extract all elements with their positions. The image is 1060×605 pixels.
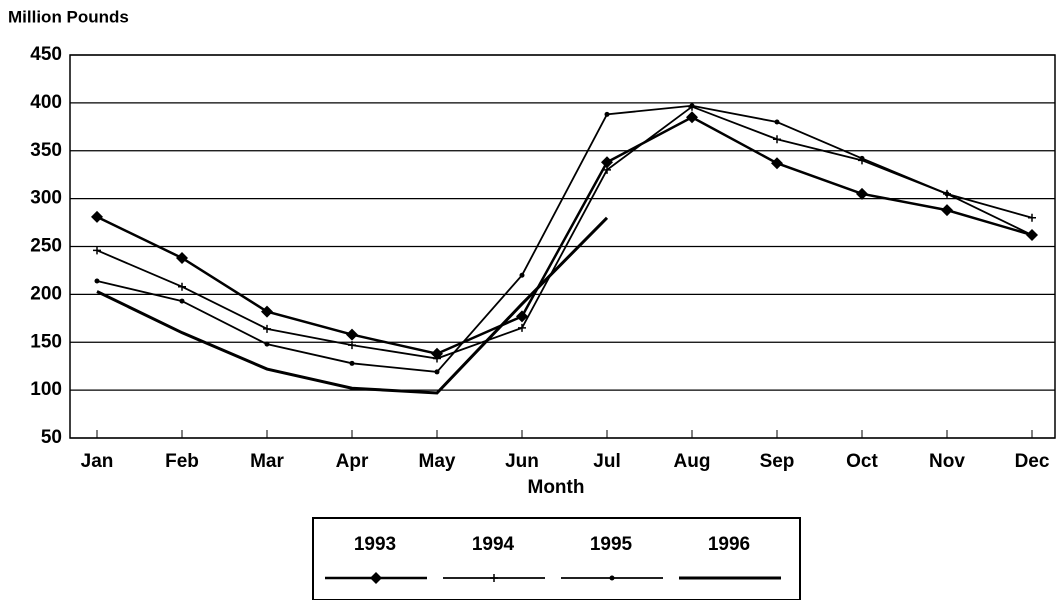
point <box>603 165 611 174</box>
series-line <box>96 115 1033 356</box>
point <box>433 354 441 363</box>
x-tick-label: Apr <box>336 451 369 472</box>
point <box>941 204 953 217</box>
point <box>609 575 615 581</box>
point <box>176 251 188 264</box>
y-tick-label: 300 <box>30 188 62 209</box>
point <box>519 272 525 278</box>
x-tick-label: Nov <box>929 451 965 472</box>
series-line <box>96 104 1033 373</box>
point <box>348 341 356 350</box>
point <box>434 369 440 375</box>
x-tick-label: Sep <box>760 451 795 472</box>
x-axis-label: Month <box>528 477 585 498</box>
x-tick-label: Jun <box>505 451 539 472</box>
x-tick-label: Oct <box>846 451 878 472</box>
legend-label: 1994 <box>472 534 515 555</box>
series-line <box>96 105 1033 360</box>
y-tick-label: 450 <box>30 44 62 65</box>
point <box>264 341 270 347</box>
point <box>518 323 526 332</box>
y-tick-label: 200 <box>30 283 62 304</box>
point <box>349 360 355 366</box>
point <box>179 298 185 304</box>
y-tick-label: 400 <box>30 92 62 113</box>
point <box>1029 232 1035 238</box>
point <box>346 328 358 341</box>
point <box>689 103 695 109</box>
point <box>94 278 100 284</box>
point <box>859 155 865 161</box>
y-axis-label: Million Pounds <box>8 7 129 26</box>
x-tick-label: Jan <box>81 451 114 472</box>
point <box>774 119 780 125</box>
point <box>91 210 103 223</box>
point <box>856 187 868 200</box>
legend-label: 1996 <box>708 534 750 555</box>
legend-box <box>312 517 801 601</box>
legend-label: 1993 <box>354 534 396 555</box>
point <box>490 574 498 582</box>
y-tick-label: 100 <box>30 379 62 400</box>
point <box>93 246 101 255</box>
plot-frame <box>69 54 1056 439</box>
point <box>516 310 528 323</box>
x-tick-label: Aug <box>674 451 711 472</box>
point <box>604 111 610 117</box>
x-tick-label: Feb <box>165 451 199 472</box>
point <box>944 191 950 197</box>
point <box>261 305 273 318</box>
y-tick-label: 350 <box>30 140 62 161</box>
legend-label: 1995 <box>590 534 633 555</box>
point <box>771 157 783 170</box>
x-tick-label: Jul <box>593 451 620 472</box>
point <box>370 572 382 584</box>
point <box>686 111 698 124</box>
x-tick-label: May <box>419 451 456 472</box>
y-tick-label: 150 <box>30 331 62 352</box>
series-line <box>96 216 609 395</box>
point <box>601 156 613 169</box>
point <box>773 135 781 144</box>
y-tick-label: 50 <box>41 427 62 448</box>
x-tick-label: Dec <box>1015 451 1050 472</box>
x-tick-label: Mar <box>250 451 284 472</box>
point <box>1028 213 1036 222</box>
point <box>178 282 186 291</box>
point <box>263 324 271 333</box>
y-tick-label: 250 <box>30 236 62 257</box>
